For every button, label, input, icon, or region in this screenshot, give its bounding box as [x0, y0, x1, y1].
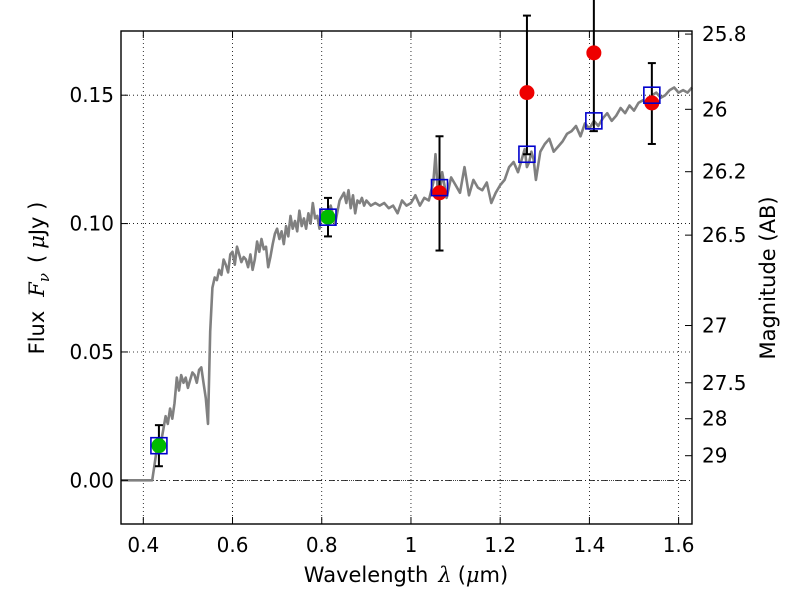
right-tick-label: 26: [702, 97, 727, 121]
model-photometry-square: [518, 145, 536, 164]
right-tick-label: 29: [702, 444, 727, 468]
x-tick-label: 0.8: [306, 533, 338, 557]
plot-frame: [120, 30, 693, 525]
right-tick-label: 27.5: [702, 371, 747, 395]
model-photometry-square: [319, 208, 337, 226]
model-photometry-square: [150, 436, 168, 455]
y-tick-label: 0.00: [69, 468, 114, 492]
x-tick-label: 0.4: [127, 533, 159, 557]
x-tick-label: 0.6: [217, 533, 249, 557]
observed-point-green: [320, 209, 336, 225]
model-spectrum-line: [121, 86, 693, 482]
photometry-markers: [150, 0, 661, 468]
y-axis-label: FluxFν(μJy ): [25, 202, 53, 355]
x-tick-label: 1.4: [573, 533, 605, 557]
right-tick-label: 27: [702, 314, 727, 338]
model-photometry-square: [643, 86, 661, 104]
observed-point-red: [432, 185, 448, 201]
y-tick-label: 0.05: [69, 340, 114, 364]
observed-point-red: [586, 45, 602, 61]
grid-lines: [121, 31, 692, 524]
right-tick-label: 28: [702, 407, 727, 431]
model-photometry-square: [430, 178, 449, 197]
x-tick-label: 1: [405, 533, 418, 557]
model-spectrum-series: [121, 86, 693, 482]
axis-ticks: 0.4 0.6 0.8 1 1.2 1.4 1.6 0.00 0.05 0.10 0.15 25.8 2…: [69, 22, 746, 557]
y-tick-label: 0.10: [69, 212, 114, 236]
right-tick-label: 25.8: [702, 22, 747, 46]
x-tick-label: 1.2: [484, 533, 516, 557]
y-tick-label: 0.15: [69, 83, 114, 107]
observed-point-red: [519, 85, 535, 101]
observed-point-green: [151, 438, 167, 454]
right-tick-label: 26.2: [702, 160, 747, 184]
right-tick-label: 26.5: [702, 223, 747, 247]
x-tick-label: 1.6: [663, 533, 695, 557]
model-photometry-square: [585, 112, 603, 130]
x-axis-label: Wavelength λ (μm): [304, 563, 508, 587]
right-axis-label: Magnitude (AB): [756, 196, 780, 359]
